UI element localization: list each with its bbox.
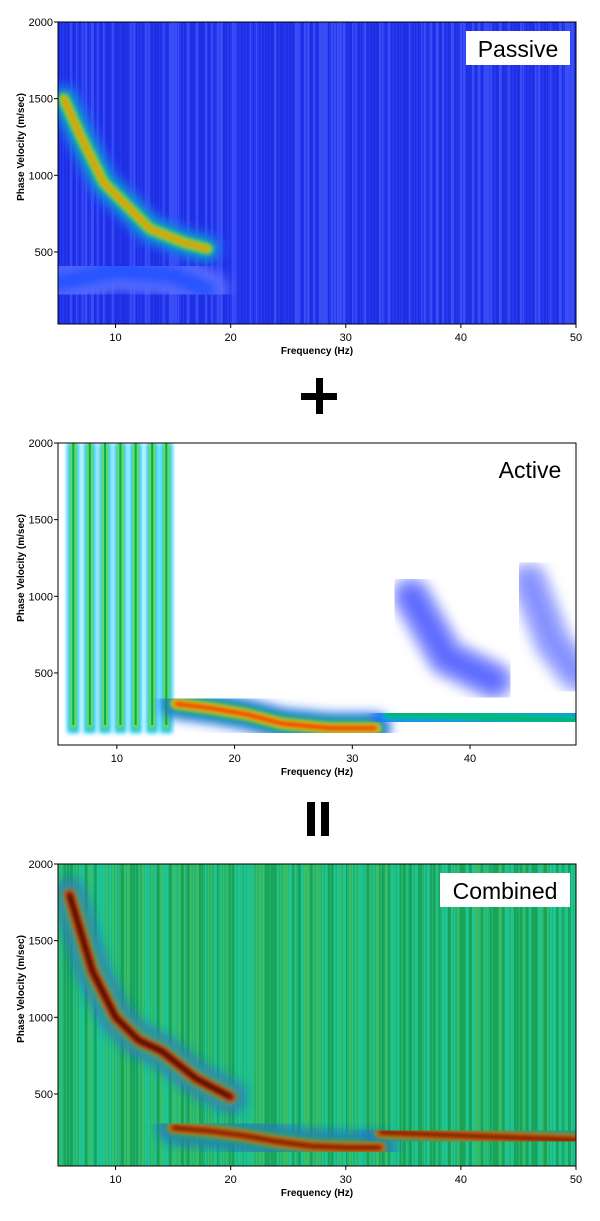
feature-band-3 <box>173 701 378 731</box>
x-tick-label: 10 <box>111 753 123 765</box>
y-tick-label: 500 <box>35 247 53 259</box>
y-axis-label: Phase Velocity (m/sec) <box>16 935 27 1043</box>
feature-band-1 <box>518 571 576 683</box>
lobe-1 <box>83 443 96 733</box>
passive-panel: Passive 10 20 30 40 50 Frequency (Hz) 500 1000 15… <box>0 0 600 357</box>
feature-faint-lobe <box>391 576 514 701</box>
lobe-4 <box>129 443 142 733</box>
feature-dispersion-curve <box>373 700 576 735</box>
y-tick-label: 500 <box>35 668 53 680</box>
heatmap-background <box>58 864 576 1166</box>
feature-dispersion-curve <box>159 1113 395 1162</box>
panel-label: Passive <box>478 36 559 62</box>
y-tick-label: 1000 <box>29 1012 53 1024</box>
panel-label-box: Passive <box>466 31 570 65</box>
x-tick-label: 40 <box>455 332 467 344</box>
heatmap-field <box>58 22 576 324</box>
y-axis: 500 1000 1500 2000 Phase Velocity (m/sec) <box>16 859 58 1101</box>
feature-vertical-lobes <box>67 443 173 733</box>
feature-band-3 <box>61 96 210 251</box>
plus-operator <box>0 358 600 438</box>
y-tick-label: 500 <box>35 1089 53 1101</box>
feature-dispersion-curve <box>161 689 390 743</box>
x-tick-label: 20 <box>225 1174 237 1186</box>
lobe-6 <box>160 443 173 733</box>
combined-chart: Combined 10 20 30 40 50 Frequency (Hz) 500 1000 1… <box>16 859 582 1199</box>
x-axis-label: Frequency (Hz) <box>281 767 353 778</box>
panel-label-box: Combined <box>440 873 570 907</box>
y-axis-label: Phase Velocity (m/sec) <box>16 514 27 622</box>
feature-band-1 <box>58 260 218 301</box>
feature-band-1 <box>401 586 504 691</box>
y-tick-label: 2000 <box>29 859 53 871</box>
panel-label: Combined <box>453 878 558 904</box>
x-tick-label: 10 <box>109 1174 121 1186</box>
x-axis-label: Frequency (Hz) <box>281 1188 353 1199</box>
x-tick-label: 50 <box>570 1174 582 1186</box>
feature-dispersion-curve <box>366 1118 576 1154</box>
lobe-2 <box>99 443 112 733</box>
feature-dispersion-curve <box>58 880 245 1111</box>
x-tick-label: 30 <box>346 753 358 765</box>
lobe-0 <box>67 443 80 733</box>
x-tick-label: 40 <box>455 1174 467 1186</box>
y-tick-label: 1500 <box>29 936 53 948</box>
active-panel: Active 10 20 30 40 Frequency (Hz) 500 1000 1500 2… <box>0 421 600 778</box>
y-tick-label: 1000 <box>29 591 53 603</box>
y-tick-label: 2000 <box>29 17 53 29</box>
noise-striations <box>58 22 576 324</box>
y-tick-label: 1000 <box>29 170 53 182</box>
x-tick-label: 30 <box>340 332 352 344</box>
lobe-5 <box>146 443 159 733</box>
passive-chart: Passive 10 20 30 40 50 Frequency (Hz) 500 1000 15… <box>16 17 582 357</box>
y-axis-label: Phase Velocity (m/sec) <box>16 93 27 201</box>
plot-frame <box>57 863 577 1167</box>
x-tick-label: 40 <box>464 753 476 765</box>
equals-sign-bar-left <box>307 802 315 836</box>
x-axis: 10 20 30 40 50 Frequency (Hz) <box>109 1166 582 1199</box>
lobe-3 <box>114 443 127 733</box>
x-tick-label: 50 <box>570 332 582 344</box>
plot-frame <box>57 442 577 746</box>
combined-panel: Combined 10 20 30 40 50 Frequency (Hz) 500 1000 1… <box>0 842 600 1199</box>
heatmap-field <box>58 864 576 1166</box>
y-axis: 500 1000 1500 2000 Phase Velocity (m/sec) <box>16 17 58 259</box>
panel-label-box: Active <box>490 452 570 486</box>
plus-sign-vertical <box>316 378 323 414</box>
x-tick-label: 20 <box>228 753 240 765</box>
equals-operator <box>0 780 600 860</box>
y-tick-label: 1500 <box>29 94 53 106</box>
feature-band-3 <box>385 712 576 723</box>
noise-striations <box>58 864 576 1166</box>
x-axis: 10 20 30 40 Frequency (Hz) <box>111 745 476 778</box>
feature-band-3 <box>67 892 233 1099</box>
plot-frame <box>57 21 577 325</box>
feature-faint-lobe <box>508 561 576 693</box>
y-tick-label: 1500 <box>29 515 53 527</box>
x-axis-label: Frequency (Hz) <box>281 346 353 357</box>
y-tick-label: 2000 <box>29 438 53 450</box>
heatmap-field <box>58 443 576 745</box>
feature-band-3 <box>378 1130 576 1142</box>
x-axis: 10 20 30 40 50 Frequency (Hz) <box>109 324 582 357</box>
y-axis: 500 1000 1500 2000 Phase Velocity (m/sec) <box>16 438 58 680</box>
panel-label: Active <box>499 457 562 483</box>
active-chart: Active 10 20 30 40 Frequency (Hz) 500 1000 1500 2… <box>16 438 577 778</box>
equals-sign-bar-right <box>321 802 329 836</box>
x-tick-label: 10 <box>109 332 121 344</box>
feature-low-velocity-band <box>58 250 228 311</box>
x-tick-label: 20 <box>225 332 237 344</box>
feature-band-3 <box>171 1125 383 1150</box>
x-tick-label: 30 <box>340 1174 352 1186</box>
feature-dispersion-curve <box>58 84 222 263</box>
